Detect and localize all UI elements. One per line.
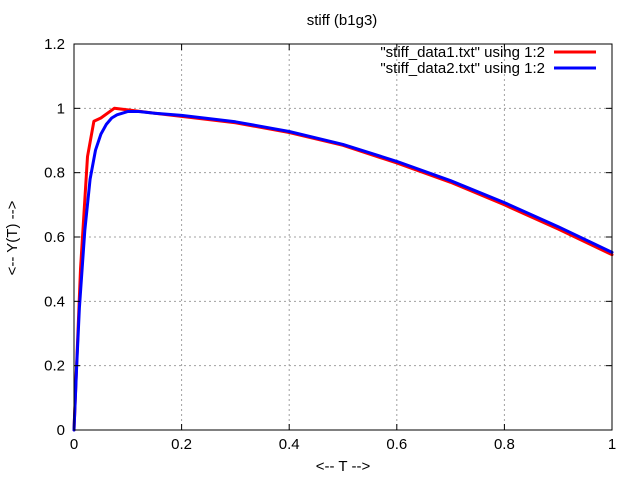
x-tick-label: 0.2	[171, 436, 192, 453]
y-tick-label: 0.6	[44, 229, 65, 246]
tick-labels: 0 0.2 0.4 0.6 0.8 1 0 0.2 0.4 0.6 0.8 1 1.2	[44, 36, 616, 453]
series-line-2	[72, 110, 614, 432]
y-axis-label: <-- Y(T) -->	[4, 200, 21, 275]
y-tick-label: 0.8	[44, 165, 65, 182]
legend-label-2: "stiff_data2.txt" using 1:2	[380, 60, 545, 77]
series-layer	[72, 106, 614, 432]
x-tick-label: 0.4	[279, 436, 300, 453]
axis-ticks	[73, 43, 613, 431]
y-tick-label: 0	[57, 422, 65, 439]
x-tick-label: 1	[608, 436, 616, 453]
x-tick-label: 0.6	[386, 436, 407, 453]
y-tick-label: 1	[57, 100, 65, 117]
legend: "stiff_data1.txt" using 1:2"stiff_data2.…	[380, 44, 596, 77]
x-tick-label: 0.8	[494, 436, 515, 453]
chart-title: stiff (b1g3)	[307, 12, 378, 29]
grid-lines	[74, 44, 612, 430]
legend-label-1: "stiff_data1.txt" using 1:2	[380, 44, 545, 61]
x-axis-label: <-- T -->	[316, 458, 371, 475]
y-tick-label: 0.4	[44, 293, 65, 310]
y-tick-label: 1.2	[44, 36, 65, 53]
y-tick-label: 0.2	[44, 358, 65, 375]
x-tick-label: 0	[70, 436, 78, 453]
